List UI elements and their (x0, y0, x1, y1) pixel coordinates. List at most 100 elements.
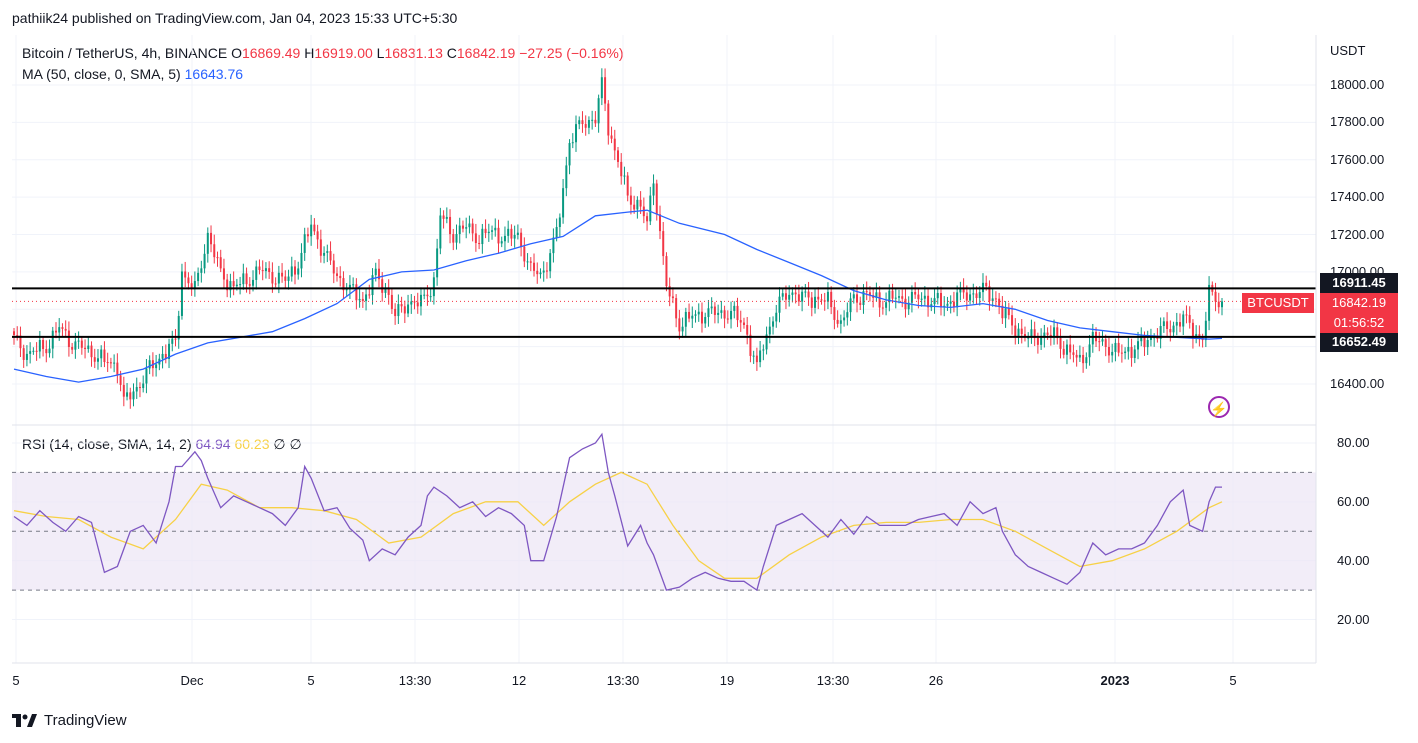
candle-body (503, 235, 506, 242)
ma-line (13, 209, 1223, 383)
candle-body (684, 311, 687, 327)
candle-body (720, 310, 723, 313)
candle-body (1046, 332, 1049, 335)
candle-body (694, 314, 697, 316)
candle-body (258, 266, 261, 271)
candle-body (665, 256, 668, 287)
candle-body (1146, 340, 1149, 348)
candle-body (71, 346, 74, 350)
candle-body (1172, 325, 1175, 333)
candle-body (784, 293, 787, 300)
candle-body (1217, 301, 1220, 308)
candle-body (607, 103, 610, 136)
candle-body (1114, 342, 1117, 352)
close-value: 16842.19 (456, 45, 516, 61)
candle-body (742, 322, 745, 325)
ticker-badge: BTCUSDT (1242, 293, 1314, 313)
candle-body (491, 230, 494, 232)
candle-body (1159, 326, 1162, 339)
candle-body (642, 206, 645, 217)
candle-body (119, 375, 122, 385)
candle-body (888, 290, 891, 303)
rsi-tick-label: 20.00 (1337, 611, 1370, 627)
candle-body (562, 188, 565, 218)
candle-body (975, 293, 978, 299)
candle-body (29, 351, 32, 354)
candle-body (1082, 354, 1085, 364)
candle-body (461, 225, 464, 229)
candle-body (109, 362, 112, 364)
candle-body (920, 298, 923, 300)
price-tick-label: 18000.00 (1330, 77, 1385, 92)
candle-body (494, 227, 497, 231)
rsi-tick-label: 80.00 (1337, 435, 1370, 450)
candle-body (762, 349, 765, 351)
candle-body (397, 304, 400, 317)
candle-body (432, 277, 435, 297)
rsi-sma-value: 60.23 (234, 436, 270, 452)
candle-body (894, 297, 897, 299)
low-label: L (376, 45, 385, 61)
candle-body (168, 343, 171, 359)
candle-body (839, 320, 842, 324)
candle-body (649, 195, 652, 222)
candle-body (794, 292, 797, 295)
candle-body (239, 284, 242, 286)
candle-body (862, 291, 865, 305)
candle-body (436, 248, 439, 278)
candle-body (775, 312, 778, 322)
support-price-tag: 16652.49 (1320, 332, 1398, 352)
horizontal-levels[interactable] (12, 287, 1316, 338)
candle-body (1182, 314, 1185, 327)
candle-body (1208, 284, 1211, 321)
candle-body (439, 215, 442, 249)
candle-body (542, 270, 545, 273)
candle-body (1185, 314, 1188, 316)
candle-body (1065, 344, 1068, 355)
rsi-legend[interactable]: RSI (14, close, SMA, 14, 2) 64.94 60.23 … (22, 436, 302, 453)
candle-body (1169, 329, 1172, 333)
candle-body (161, 353, 164, 359)
ma-legend[interactable]: MA (50, close, 0, SMA, 5) 16643.76 (22, 66, 243, 82)
candle-body (817, 296, 820, 300)
candle-body (413, 301, 416, 303)
candle-body (1133, 349, 1136, 358)
candle-body (904, 298, 907, 310)
tradingview-brand[interactable]: TradingView (12, 712, 127, 729)
candle-body (319, 239, 322, 256)
candle-body (885, 302, 888, 308)
candle-body (626, 175, 629, 196)
candle-body (478, 243, 481, 245)
candle-body (1104, 339, 1107, 347)
candle-body (377, 268, 380, 280)
candle-body (991, 298, 994, 302)
candle-body (985, 282, 988, 287)
time-tick-label: 13:30 (816, 673, 850, 688)
candle-body (316, 231, 319, 240)
candle-body (846, 312, 849, 318)
candle-body (471, 223, 474, 234)
candle-body (1220, 301, 1224, 308)
candle-body (849, 298, 852, 313)
rsi-extra1: ∅ (273, 436, 286, 452)
symbol-label[interactable]: Bitcoin / TetherUS, 4h, BINANCE (22, 45, 228, 61)
candle-body (216, 257, 219, 259)
candle-body (513, 234, 516, 239)
candle-body (901, 296, 904, 299)
candle-body (458, 225, 461, 235)
flash-icon[interactable]: ⚡ (1208, 396, 1230, 418)
candle-body (946, 303, 949, 306)
open-value: 16869.49 (241, 45, 301, 61)
candle-body (248, 284, 251, 286)
candle-body (956, 292, 959, 308)
candle-body (96, 358, 99, 362)
candle-body (636, 199, 639, 210)
candle-body (749, 334, 752, 356)
candle-body (865, 291, 868, 293)
candle-body (449, 216, 452, 235)
candle-body (429, 296, 432, 298)
candle-body (969, 294, 972, 301)
candle-body (639, 199, 642, 207)
candle-body (730, 310, 733, 320)
